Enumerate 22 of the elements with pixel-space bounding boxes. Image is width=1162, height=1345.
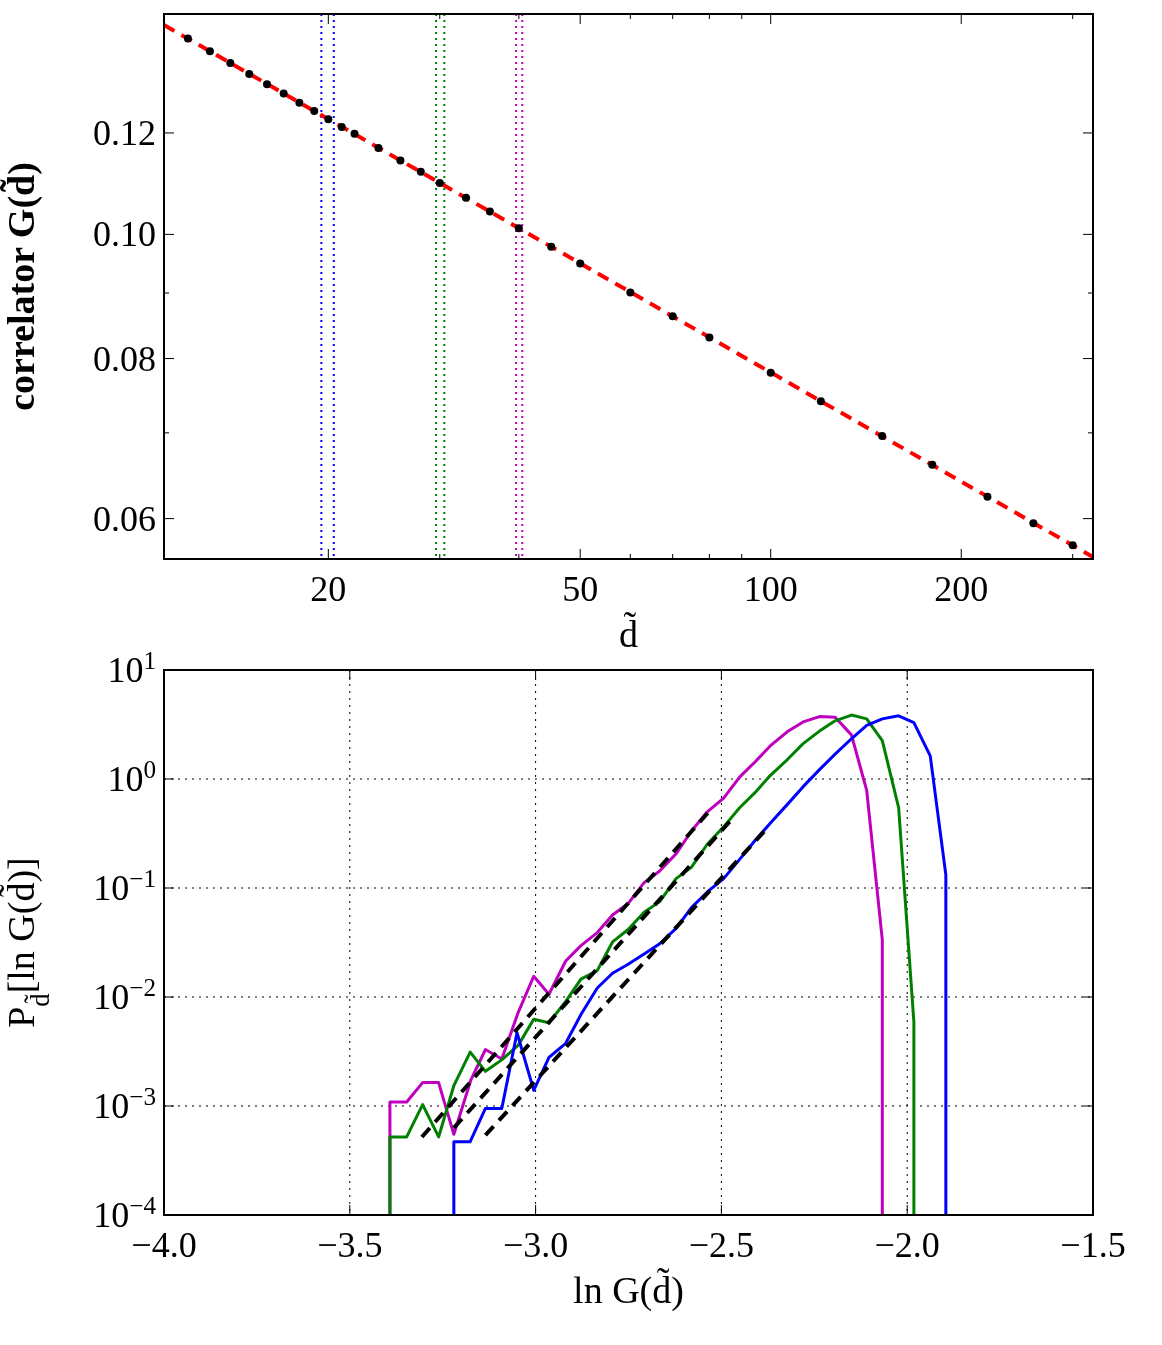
y-tick-label: 0.10	[93, 214, 156, 255]
y-tick-label: 0.06	[93, 498, 156, 539]
x-tick-label: −2.5	[688, 1225, 755, 1265]
y-tick-label: 10$^{−2}$	[93, 973, 156, 1017]
y-tick-label: 10$^{−3}$	[93, 1082, 156, 1126]
x-tick-label: 100	[743, 569, 798, 609]
y-tick-label: 10$^{0}$	[107, 755, 156, 799]
x-axis-title: d̃	[619, 611, 638, 655]
x-tick-label: 200	[934, 569, 989, 609]
x-tick-label: −3.0	[502, 1225, 569, 1265]
y-axis-title: correlator G(d̃)	[0, 162, 43, 411]
line-series	[452, 714, 948, 1215]
x-tick-label: 50	[562, 569, 599, 609]
y-tick-label: 0.12	[93, 112, 156, 153]
x-tick-label: 20	[310, 569, 347, 609]
y-tick-label: 10$^{−1}$	[93, 864, 156, 908]
x-tick-label: −2.0	[874, 1225, 940, 1265]
x-axis-title: ln G(d̃)	[573, 1267, 684, 1312]
y-tick-label: 10$^{1}$	[107, 646, 156, 690]
y-tick-label: 0.08	[93, 338, 156, 379]
x-tick-label: −3.5	[317, 1225, 383, 1265]
x-tick-label: −1.5	[1060, 1225, 1126, 1265]
